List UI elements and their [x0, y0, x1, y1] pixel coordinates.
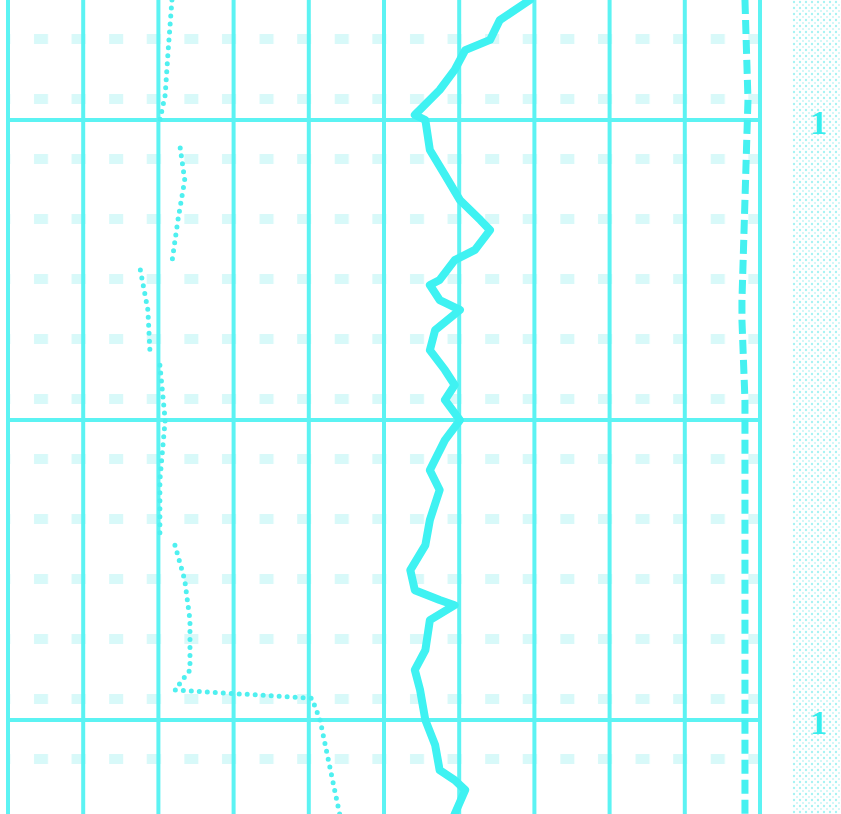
grid-line: [156, 0, 160, 814]
trace: [742, 0, 748, 814]
annotation: 1: [810, 104, 827, 141]
grid-line: [608, 0, 612, 814]
grid-line: [758, 0, 762, 814]
grid-line: [307, 0, 311, 814]
grid-line: [6, 0, 10, 814]
grid-line: [683, 0, 687, 814]
trace: [410, 0, 530, 814]
grid-line: [532, 0, 536, 814]
margin-print: [792, 0, 841, 814]
chart: 11: [0, 0, 841, 814]
grid: [8, 0, 760, 814]
grid-line: [8, 718, 760, 722]
grid-line: [8, 118, 760, 122]
grid-line: [457, 0, 461, 814]
grid-line: [81, 0, 85, 814]
grid-line: [382, 0, 386, 814]
traces: [140, 0, 748, 814]
grid-line: [8, 418, 760, 422]
annotation: 1: [810, 704, 827, 741]
paper-print: [8, 0, 760, 814]
trace: [140, 0, 339, 814]
background: [0, 0, 841, 814]
